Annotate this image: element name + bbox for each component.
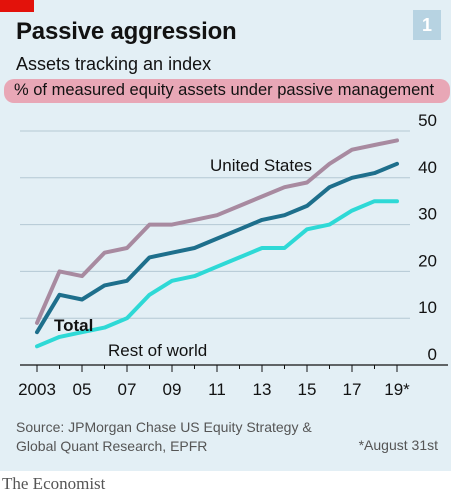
y-tick-label: 50	[418, 111, 437, 130]
x-tick-label: 13	[253, 380, 272, 399]
series-lines	[35, 138, 399, 349]
series-label-total: Total	[54, 316, 93, 335]
source-line-1: Source: JPMorgan Chase US Equity Strateg…	[16, 419, 312, 435]
y-tick-label: 0	[428, 345, 437, 364]
x-tick-label: 2003	[18, 380, 56, 399]
x-tick-label: 09	[163, 380, 182, 399]
series-label-rest-of-world: Rest of world	[108, 341, 207, 360]
x-tick-label: 07	[118, 380, 137, 399]
x-tick-label: 15	[298, 380, 317, 399]
chart-title: Passive aggression	[16, 18, 237, 45]
footnote: *August 31st	[358, 437, 438, 453]
unit-highlight	[4, 79, 450, 103]
series-line-rest-of-world	[35, 199, 399, 349]
series-line-total	[35, 161, 399, 335]
series-line-united-states	[35, 138, 399, 325]
brand-red-tab	[0, 0, 34, 12]
unit-label: % of measured equity assets under passiv…	[14, 81, 435, 99]
y-tick-label: 40	[418, 158, 437, 177]
source-note: Source: JPMorgan Chase US Equity Strateg…	[16, 418, 312, 456]
x-tick-label: 19*	[384, 380, 410, 399]
x-tick-label: 17	[343, 380, 362, 399]
series-label-united-states: United States	[210, 156, 312, 175]
labels: 0 10 20 30 40 50 2003 05 07 09 11 13 15 17 19* United S…	[18, 111, 437, 399]
chart-number-badge: 1	[413, 10, 441, 40]
economist-logo: The Economist	[2, 474, 106, 493]
line-chart: 0 10 20 30 40 50 2003 05 07 09 11 13 15 17 19* United S…	[18, 111, 448, 399]
y-tick-label: 10	[418, 298, 437, 317]
x-tick-label: 05	[73, 380, 92, 399]
y-tick-label: 20	[418, 251, 437, 270]
gridlines	[20, 130, 448, 372]
y-tick-label: 30	[418, 205, 437, 224]
chart-subtitle: Assets tracking an index	[16, 54, 212, 74]
x-tick-label: 11	[208, 380, 226, 399]
source-line-2: Global Quant Research, EPFR	[16, 438, 208, 454]
